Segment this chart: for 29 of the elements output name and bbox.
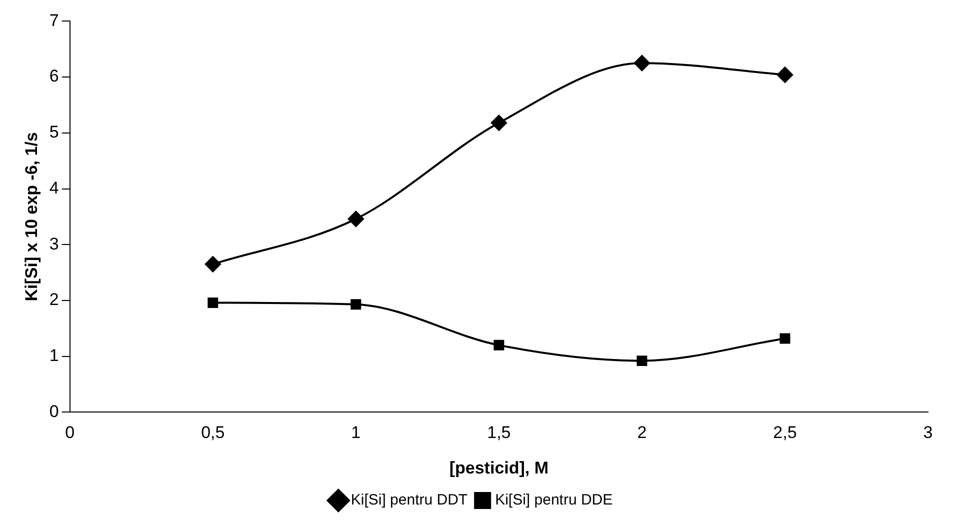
x-axis-title: [pesticid], M bbox=[449, 458, 549, 478]
point bbox=[780, 333, 790, 344]
y-tick-label: 6 bbox=[49, 66, 59, 86]
point bbox=[348, 210, 364, 227]
y-tick-label: 2 bbox=[49, 290, 59, 310]
x-tick-label: 1,5 bbox=[487, 423, 511, 442]
x-tick-label: 1 bbox=[351, 423, 361, 442]
point bbox=[204, 256, 221, 272]
x-tick-label: 0,5 bbox=[201, 423, 225, 442]
x-tick-label: 0 bbox=[65, 423, 75, 442]
y-tick-label: 4 bbox=[49, 178, 59, 198]
y-tick-label: 1 bbox=[49, 346, 59, 366]
point bbox=[636, 356, 648, 366]
point bbox=[634, 55, 650, 72]
point bbox=[776, 66, 793, 83]
x-tick-label: 2 bbox=[637, 423, 647, 442]
legend-label: Ki[Si] pentru DDE bbox=[495, 492, 613, 509]
y-tick-label: 3 bbox=[49, 234, 59, 254]
point bbox=[208, 297, 218, 308]
x-tick-label: 2,5 bbox=[773, 423, 797, 442]
point bbox=[350, 299, 362, 310]
point bbox=[494, 340, 504, 350]
y-tick-label: 5 bbox=[49, 122, 59, 142]
x-tick-label: 3 bbox=[923, 423, 933, 442]
legend-label: Ki[Si] pentru DDT bbox=[350, 492, 468, 509]
point bbox=[490, 114, 507, 131]
y-tick-label: 0 bbox=[49, 402, 59, 421]
y-tick-label: 7 bbox=[49, 10, 59, 30]
y-axis-title: Ki[Si] x 10 exp -6, 1/s bbox=[22, 132, 41, 302]
